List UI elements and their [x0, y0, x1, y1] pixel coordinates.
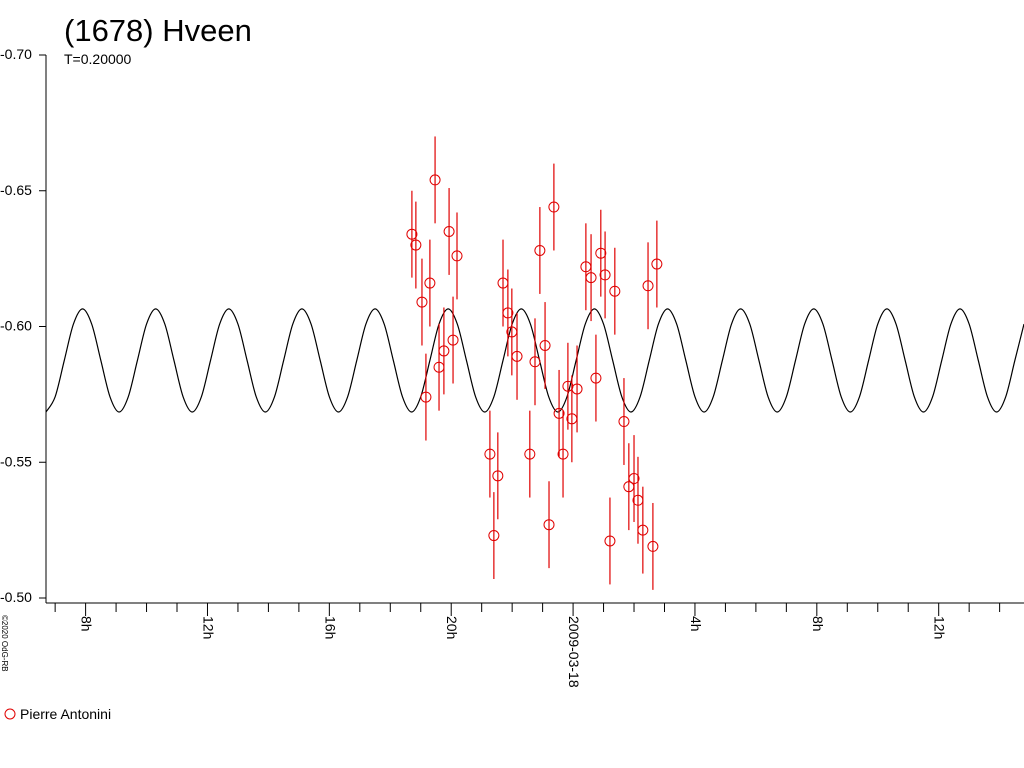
data-point — [443, 225, 455, 237]
data-point — [651, 258, 663, 270]
data-point — [410, 239, 422, 251]
x-tick-label: 12h — [932, 616, 948, 639]
y-tick-label: -0.65 — [0, 182, 32, 198]
x-tick-label: 20h — [444, 616, 460, 639]
data-point — [637, 524, 649, 536]
data-point — [642, 280, 654, 292]
data-point — [502, 307, 514, 319]
data-point — [585, 272, 597, 284]
data-point — [429, 174, 441, 186]
chart-title: (1678) Hveen — [64, 13, 252, 48]
data-point — [484, 448, 496, 460]
data-point — [416, 296, 428, 308]
data-point — [599, 269, 611, 281]
data-point — [420, 391, 432, 403]
data-point — [534, 244, 546, 256]
data-point — [529, 356, 541, 368]
data-point — [553, 407, 565, 419]
data-point — [488, 530, 500, 542]
y-tick-label: -0.70 — [0, 46, 32, 62]
data-point — [548, 201, 560, 213]
data-point — [451, 250, 463, 262]
x-tick-label: 4h — [688, 616, 704, 632]
x-tick-label: 12h — [200, 616, 216, 639]
data-point — [539, 340, 551, 352]
data-point — [647, 540, 659, 552]
data-point — [590, 372, 602, 384]
data-point — [628, 473, 640, 485]
legend-label: Pierre Antonini — [20, 706, 111, 722]
data-point — [447, 334, 459, 346]
y-tick-label: -0.60 — [0, 318, 32, 334]
data-point — [557, 448, 569, 460]
data-point — [595, 247, 607, 259]
data-point — [492, 470, 504, 482]
data-point — [406, 228, 418, 240]
data-point — [438, 345, 450, 357]
credit: ©2020 OdG-RB — [0, 615, 9, 672]
data-point — [424, 277, 436, 289]
x-tick-label: 2009-03-18 — [566, 616, 582, 688]
data-point — [604, 535, 616, 547]
y-tick-label: -0.50 — [0, 589, 32, 605]
data-point — [543, 519, 555, 531]
chart-subtitle: T=0.20000 — [64, 51, 132, 67]
data-point — [524, 448, 536, 460]
data-point — [609, 285, 621, 297]
data-point — [571, 383, 583, 395]
x-tick-label: 8h — [810, 616, 826, 632]
x-tick-label: 16h — [322, 616, 338, 639]
y-tick-label: -0.55 — [0, 453, 32, 469]
data-point — [618, 416, 630, 428]
x-tick-label: 8h — [79, 616, 95, 632]
data-point — [511, 350, 523, 362]
legend-marker — [4, 708, 16, 720]
